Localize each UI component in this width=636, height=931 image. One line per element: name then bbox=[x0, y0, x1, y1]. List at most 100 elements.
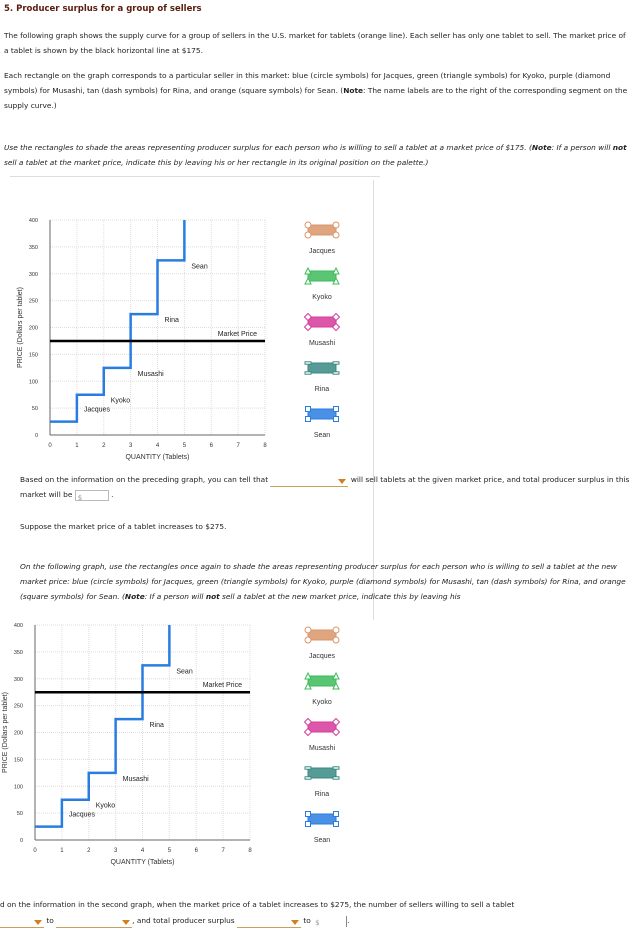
x-tick-label: 2 bbox=[87, 848, 91, 854]
supply-label-jacques: Jacques bbox=[84, 407, 111, 414]
x-tick-label: 6 bbox=[210, 443, 214, 449]
rectangle bbox=[307, 721, 337, 733]
palette-rect-kyoko[interactable] bbox=[304, 671, 340, 690]
palette-rect-musashi[interactable] bbox=[303, 312, 341, 332]
diamond-icon bbox=[303, 312, 313, 322]
y-tick-label: 200 bbox=[14, 731, 23, 737]
surplus-change-dropdown[interactable] bbox=[237, 918, 302, 928]
chart-1: 0 1 2 3 4 5 6 7 8 0 50 100 150 200 250 300 350 400 QUANTIT… bbox=[17, 218, 341, 461]
palette-label-rina: Rina bbox=[315, 791, 330, 798]
diamond-icon bbox=[331, 312, 341, 322]
y-tick-label: 250 bbox=[29, 299, 38, 305]
palette-label-musashi: Musashi bbox=[309, 340, 336, 347]
palette-label-kyoko: Kyoko bbox=[312, 699, 332, 706]
x-tick-label: 1 bbox=[60, 848, 64, 854]
question-2: d on the information in the second graph… bbox=[0, 900, 515, 909]
square-icon bbox=[333, 406, 339, 412]
rectangle bbox=[307, 316, 337, 328]
triangle-icon bbox=[304, 681, 312, 690]
x-tick-label: 1 bbox=[75, 443, 79, 449]
suppose-text: Suppose the market price of a tablet inc… bbox=[20, 522, 227, 531]
rectangle bbox=[307, 813, 337, 825]
x-tick-label: 0 bbox=[48, 443, 52, 449]
circle-icon bbox=[304, 626, 312, 634]
palette-rect-musashi[interactable] bbox=[303, 717, 341, 737]
rectangle bbox=[307, 362, 337, 374]
palette-label-kyoko: Kyoko bbox=[312, 294, 332, 301]
panel-divider bbox=[373, 180, 374, 620]
circle-icon bbox=[304, 231, 312, 239]
circle-icon bbox=[332, 231, 340, 239]
y-tick-label: 400 bbox=[29, 218, 38, 224]
triangle-icon bbox=[332, 266, 340, 275]
y-tick-label: 150 bbox=[29, 352, 38, 358]
triangle-icon bbox=[332, 681, 340, 690]
y-tick-label: 200 bbox=[29, 326, 38, 332]
instruction-2: On the following graph, use the rectangl… bbox=[20, 562, 626, 601]
supply-label-musashi: Musashi bbox=[138, 371, 165, 378]
x-tick-label: 6 bbox=[195, 848, 199, 854]
x-tick-label: 4 bbox=[141, 848, 145, 854]
diamond-icon bbox=[331, 727, 341, 737]
y-tick-label: 0 bbox=[20, 838, 23, 844]
rectangle bbox=[307, 675, 337, 687]
market-price-label: Market Price bbox=[203, 682, 242, 689]
y-tick-label: 100 bbox=[29, 379, 38, 385]
palette-label-jacques: Jacques bbox=[309, 653, 336, 660]
supply-label-kyoko: Kyoko bbox=[96, 803, 116, 810]
sellers-dropdown[interactable] bbox=[270, 477, 349, 487]
palette-label-jacques: Jacques bbox=[309, 248, 336, 255]
circle-icon bbox=[304, 636, 312, 644]
rectangle bbox=[307, 629, 337, 641]
palette-rect-rina[interactable] bbox=[304, 766, 340, 780]
x-tick-label: 0 bbox=[33, 848, 37, 854]
dash-icon bbox=[304, 766, 312, 770]
y-tick-label: 0 bbox=[35, 433, 38, 439]
triangle-icon bbox=[332, 671, 340, 680]
square-icon bbox=[333, 821, 339, 827]
circle-icon bbox=[332, 221, 340, 229]
x-tick-label: 3 bbox=[129, 443, 133, 449]
square-icon bbox=[305, 406, 311, 412]
triangle-icon bbox=[304, 276, 312, 285]
y-tick-label: 350 bbox=[14, 650, 23, 656]
x-tick-label: 2 bbox=[102, 443, 106, 449]
palette-label-sean: Sean bbox=[314, 837, 330, 844]
x-tick-label: 7 bbox=[221, 848, 225, 854]
palette-label-sean: Sean bbox=[314, 432, 330, 439]
palette-label-musashi: Musashi bbox=[309, 745, 336, 752]
surplus-input-2[interactable]: $ bbox=[313, 915, 348, 927]
page-title: 5. Producer surplus for a group of selle… bbox=[4, 4, 202, 14]
palette-rect-sean[interactable] bbox=[305, 811, 339, 827]
palette-rect-jacques[interactable] bbox=[304, 626, 340, 644]
y-tick-label: 100 bbox=[14, 784, 23, 790]
square-icon bbox=[305, 811, 311, 817]
diamond-icon bbox=[331, 322, 341, 332]
sellers-from-dropdown[interactable] bbox=[0, 918, 44, 928]
palette-rect-kyoko[interactable] bbox=[304, 266, 340, 285]
dash-icon bbox=[304, 361, 312, 365]
diamond-icon bbox=[303, 322, 313, 332]
supply-label-rina: Rina bbox=[150, 722, 165, 729]
triangle-icon bbox=[332, 276, 340, 285]
y-axis-label: PRICE (Dollars per tablet) bbox=[2, 692, 9, 773]
dash-icon bbox=[332, 371, 340, 375]
square-icon bbox=[305, 821, 311, 827]
palette-rect-sean[interactable] bbox=[305, 406, 339, 422]
rectangle bbox=[307, 270, 337, 282]
palette-rect-jacques[interactable] bbox=[304, 221, 340, 239]
dash-icon bbox=[332, 361, 340, 365]
sellers-to-dropdown[interactable] bbox=[56, 918, 133, 928]
supply-label-jacques: Jacques bbox=[69, 812, 96, 819]
circle-icon bbox=[304, 221, 312, 229]
palette-rect-rina[interactable] bbox=[304, 361, 340, 375]
surplus-input[interactable]: $ bbox=[74, 489, 109, 502]
x-tick-label: 8 bbox=[263, 443, 267, 449]
dash-icon bbox=[332, 776, 340, 780]
x-tick-label: 5 bbox=[183, 443, 187, 449]
intro-legend-paragraph: Each rectangle on the graph corresponds … bbox=[4, 71, 628, 110]
square-icon bbox=[333, 416, 339, 422]
dash-icon bbox=[332, 766, 340, 770]
x-axis-label: QUANTITY (Tablets) bbox=[110, 859, 174, 866]
diamond-icon bbox=[303, 717, 313, 727]
